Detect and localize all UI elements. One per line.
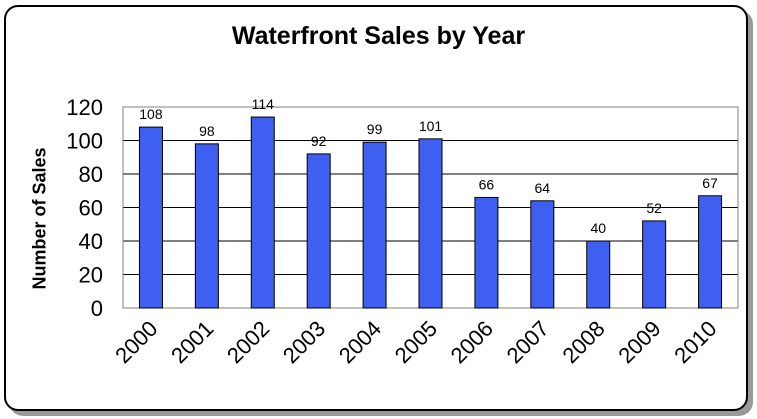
x-tick-label: 2008 [557, 316, 609, 368]
x-tick-label: 2009 [613, 316, 665, 368]
bar [530, 200, 555, 309]
x-tick-label: 2004 [334, 316, 386, 368]
bar [586, 240, 611, 309]
x-tick-label: 2006 [446, 316, 498, 368]
bar [194, 143, 219, 309]
y-tick-label: 0 [91, 296, 103, 321]
y-tick-label: 100 [66, 129, 103, 154]
data-label: 40 [590, 220, 606, 236]
x-tick-label: 2010 [669, 316, 721, 368]
data-label: 114 [252, 96, 275, 112]
data-label: 64 [535, 180, 551, 196]
y-tick-label: 120 [66, 95, 103, 120]
bar [138, 126, 163, 309]
bar [250, 116, 275, 309]
data-label: 101 [419, 118, 443, 134]
y-tick-labels: 0 20 40 60 80 100 120 [66, 95, 103, 321]
chart-title: Waterfront Sales by Year [231, 22, 526, 50]
bar [418, 138, 443, 309]
bar [698, 195, 723, 309]
bar [362, 141, 387, 309]
x-tick-label: 2001 [166, 316, 218, 368]
x-tick-labels: 2000 2001 2002 2003 2004 2005 2006 2007 2008 2009… [110, 316, 721, 368]
data-labels: 108 98 114 92 99 101 66 64 40 52 67 [139, 96, 718, 236]
bar [306, 153, 331, 309]
data-label: 98 [199, 123, 215, 139]
data-label: 92 [311, 133, 327, 149]
bars [138, 116, 723, 309]
bar [474, 196, 499, 309]
y-tick-label: 40 [79, 229, 103, 254]
x-tick-label: 2000 [110, 316, 162, 368]
data-label: 67 [702, 175, 718, 191]
y-tick-label: 80 [79, 162, 103, 187]
y-tick-label: 60 [79, 196, 103, 221]
data-label: 108 [139, 106, 163, 122]
data-label: 52 [646, 200, 662, 216]
y-tick-label: 20 [79, 263, 103, 288]
bar [642, 220, 667, 309]
x-tick-label: 2007 [502, 316, 554, 368]
x-tick-label: 2003 [278, 316, 330, 368]
x-tick-label: 2005 [390, 316, 442, 368]
data-label: 66 [479, 176, 495, 192]
data-label: 99 [367, 121, 383, 137]
x-tick-label: 2002 [222, 316, 274, 368]
